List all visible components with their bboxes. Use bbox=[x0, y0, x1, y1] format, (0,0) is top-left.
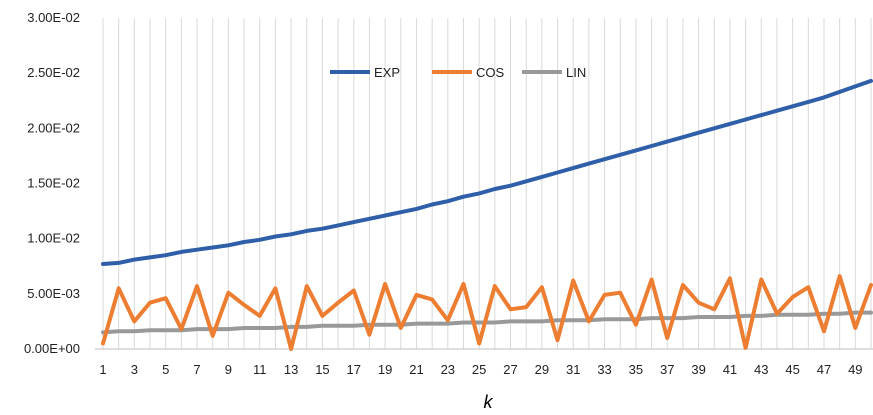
y-tick-label: 1.00E-02 bbox=[27, 231, 80, 246]
x-tick-label: 1 bbox=[99, 362, 106, 377]
series-line-exp bbox=[101, 78, 873, 266]
series-group bbox=[101, 78, 873, 351]
legend-label-exp: EXP bbox=[374, 65, 400, 80]
x-tick-label: 41 bbox=[723, 362, 737, 377]
y-tick-label: 0.00E+00 bbox=[24, 341, 80, 356]
x-tick-label: 31 bbox=[566, 362, 580, 377]
x-tick-label: 25 bbox=[472, 362, 486, 377]
x-tick-label: 47 bbox=[817, 362, 831, 377]
axes: 0.00E+00 5.00E-03 1.00E-02 1.50E-02 2.00E-02… bbox=[24, 10, 873, 377]
x-tick-label: 9 bbox=[225, 362, 232, 377]
x-tick-label: 49 bbox=[848, 362, 862, 377]
x-tick-label: 7 bbox=[193, 362, 200, 377]
x-tick-label: 33 bbox=[597, 362, 611, 377]
x-tick-label: 3 bbox=[131, 362, 138, 377]
x-tick-label: 5 bbox=[162, 362, 169, 377]
x-tick-label: 23 bbox=[441, 362, 455, 377]
series-line-cos bbox=[101, 274, 873, 351]
x-tick-label: 13 bbox=[284, 362, 298, 377]
y-tick-label: 2.50E-02 bbox=[27, 65, 80, 80]
x-tick-label: 35 bbox=[629, 362, 643, 377]
x-tick-label: 39 bbox=[691, 362, 705, 377]
y-tick-label: 5.00E-03 bbox=[27, 286, 80, 301]
x-tick-label: 43 bbox=[754, 362, 768, 377]
x-tick-label: 37 bbox=[660, 362, 674, 377]
x-tick-label: 27 bbox=[503, 362, 517, 377]
y-tick-label: 3.00E-02 bbox=[27, 10, 80, 25]
legend: EXP COS LIN bbox=[330, 65, 586, 80]
x-tick-label: 17 bbox=[347, 362, 361, 377]
y-tick-label: 1.50E-02 bbox=[27, 176, 80, 191]
y-tick-label: 2.00E-02 bbox=[27, 120, 80, 135]
x-tick-label: 45 bbox=[785, 362, 799, 377]
x-tick-label: 21 bbox=[409, 362, 423, 377]
x-axis-title: k bbox=[484, 392, 494, 412]
x-tick-label: 11 bbox=[253, 362, 267, 377]
legend-label-cos: COS bbox=[476, 65, 505, 80]
legend-label-lin: LIN bbox=[566, 65, 586, 80]
x-tick-label: 15 bbox=[315, 362, 329, 377]
x-tick-label: 19 bbox=[378, 362, 392, 377]
x-tick-label: 29 bbox=[535, 362, 549, 377]
series-line-lin bbox=[101, 310, 873, 335]
